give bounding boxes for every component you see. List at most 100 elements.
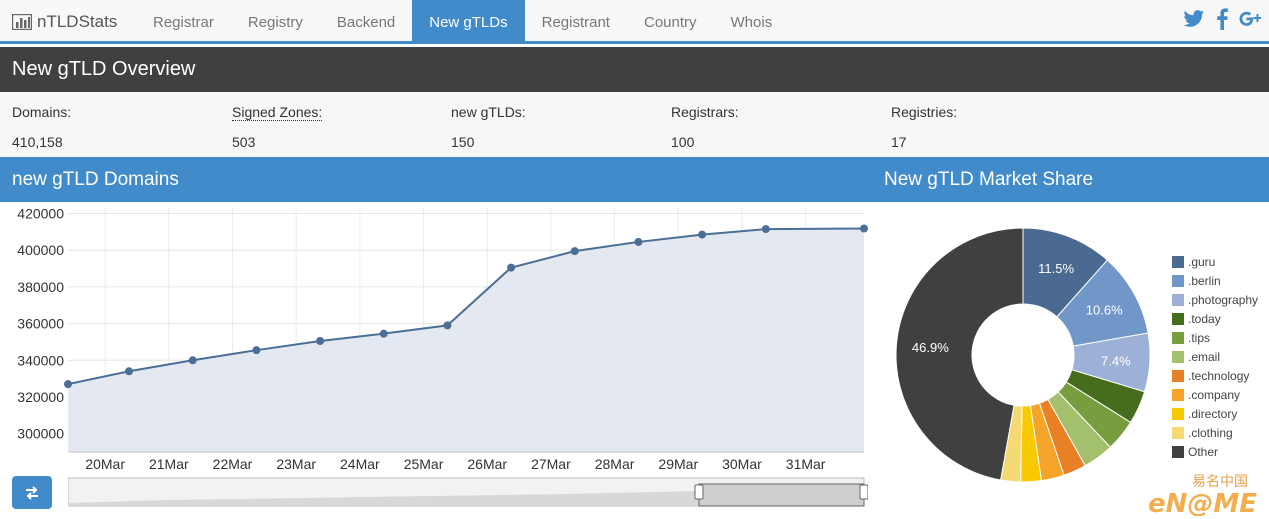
stats-row: Domains: 410,158 Signed Zones: 503 new g… xyxy=(0,92,1269,157)
svg-text:eN@ME: eN@ME xyxy=(1148,489,1257,516)
svg-text:易名中国: 易名中国 xyxy=(1192,474,1248,490)
domains-area-chart[interactable]: 300000 320000 340000 360000 380000 400000 4200… xyxy=(0,202,870,477)
pie-data-label: 7.4% xyxy=(1101,354,1131,369)
legend-swatch xyxy=(1172,312,1184,325)
x-tick-label: 29Mar xyxy=(658,456,698,472)
nav-item-registrant[interactable]: Registrant xyxy=(541,13,610,31)
stat-label: new gTLDs: xyxy=(451,104,526,120)
swap-arrows-icon xyxy=(26,485,38,500)
nav-item-registrar[interactable]: Registrar xyxy=(153,13,214,31)
data-point[interactable] xyxy=(698,230,707,239)
range-navigator[interactable] xyxy=(68,477,868,509)
legend-swatch xyxy=(1172,388,1184,401)
legend-label: .clothing xyxy=(1188,425,1233,440)
legend-swatch xyxy=(1172,274,1184,287)
pie-data-label: 10.6% xyxy=(1086,303,1123,318)
y-tick-label: 300000 xyxy=(17,426,64,442)
legend-item[interactable]: Other xyxy=(1172,442,1258,461)
main-nav: Registrar Registry Backend New gTLDs Reg… xyxy=(136,0,789,44)
y-tick-label: 320000 xyxy=(17,389,64,405)
legend-item[interactable]: .directory xyxy=(1172,404,1258,423)
domains-section-title: new gTLD Domains xyxy=(12,169,179,190)
swap-chart-button[interactable] xyxy=(12,476,52,509)
twitter-icon[interactable] xyxy=(1183,9,1205,29)
data-point[interactable] xyxy=(64,380,72,389)
overview-header: New gTLD Overview xyxy=(0,47,1269,92)
google-plus-icon[interactable] xyxy=(1239,8,1261,30)
legend-swatch xyxy=(1172,369,1184,382)
data-point[interactable] xyxy=(634,237,643,246)
data-point[interactable] xyxy=(507,263,516,272)
y-tick-label: 420000 xyxy=(17,206,64,222)
x-tick-label: 24Mar xyxy=(340,456,380,472)
nav-item-registry[interactable]: Registry xyxy=(247,13,303,31)
nav-item-country[interactable]: Country xyxy=(643,13,697,31)
navigator-right-handle[interactable] xyxy=(859,484,868,500)
top-navbar: nTLDStats Registrar Registry Backend New… xyxy=(0,0,1269,44)
legend-label: .email xyxy=(1188,349,1221,364)
stat-label: Domains: xyxy=(12,104,72,120)
legend-swatch xyxy=(1172,293,1184,306)
data-point[interactable] xyxy=(125,367,134,376)
stat-value: 410,158 xyxy=(12,134,63,150)
market-share-donut-chart[interactable]: 11.5% 10.6% 7.4% 46.9% xyxy=(880,210,1160,490)
data-point[interactable] xyxy=(860,224,868,233)
legend-swatch xyxy=(1172,331,1184,344)
legend-item[interactable]: .company xyxy=(1172,385,1258,404)
legend-swatch xyxy=(1172,426,1184,439)
legend-label: .directory xyxy=(1188,406,1238,421)
brand-logo[interactable]: nTLDStats xyxy=(12,0,117,44)
legend-label: .today xyxy=(1188,311,1221,326)
nav-item-new-gtlds[interactable]: New gTLDs xyxy=(412,0,525,44)
legend-item[interactable]: .berlin xyxy=(1172,271,1258,290)
legend-label: .company xyxy=(1188,387,1241,402)
stat-label: Registries: xyxy=(891,104,958,120)
stat-label: Registrars: xyxy=(671,104,739,120)
overview-title: New gTLD Overview xyxy=(12,58,196,80)
data-point[interactable] xyxy=(252,346,261,355)
brand-name: nTLDStats xyxy=(37,12,118,31)
x-tick-label: 25Mar xyxy=(404,456,444,472)
legend-swatch xyxy=(1172,445,1184,458)
nav-item-backend[interactable]: Backend xyxy=(336,13,396,31)
pie-slice[interactable] xyxy=(895,227,1024,481)
data-point[interactable] xyxy=(570,247,579,256)
x-tick-label: 26Mar xyxy=(467,456,507,472)
legend-label: .photography xyxy=(1188,292,1259,307)
navigator-selection[interactable] xyxy=(698,483,865,507)
section-header: new gTLD Domains New gTLD Market Share xyxy=(0,157,1269,202)
data-point[interactable] xyxy=(379,329,388,338)
y-tick-label: 340000 xyxy=(17,352,64,368)
y-tick-label: 380000 xyxy=(17,279,64,295)
y-tick-label: 400000 xyxy=(17,242,64,258)
series-area xyxy=(68,228,864,452)
legend-swatch xyxy=(1172,350,1184,363)
market-share-legend: .guru .berlin .photography .today .tips .emai… xyxy=(1172,252,1258,461)
legend-label: .guru xyxy=(1188,254,1216,269)
y-tick-label: 360000 xyxy=(17,316,64,332)
stat-label[interactable]: Signed Zones: xyxy=(232,104,323,121)
legend-item[interactable]: .today xyxy=(1172,309,1258,328)
legend-item[interactable]: .technology xyxy=(1172,366,1258,385)
market-share-section-title: New gTLD Market Share xyxy=(884,169,1094,190)
nav-item-whois[interactable]: Whois xyxy=(730,13,773,31)
legend-item[interactable]: .clothing xyxy=(1172,423,1258,442)
ename-watermark-logo: 易名中国 eN@ME xyxy=(1148,474,1257,516)
legend-item[interactable]: .guru xyxy=(1172,252,1258,271)
x-tick-label: 31Mar xyxy=(786,456,826,472)
data-point[interactable] xyxy=(316,337,325,346)
x-tick-label: 22Mar xyxy=(213,456,253,472)
data-point[interactable] xyxy=(761,225,770,234)
legend-item[interactable]: .photography xyxy=(1172,290,1258,309)
legend-item[interactable]: .email xyxy=(1172,347,1258,366)
navigator-left-handle[interactable] xyxy=(694,484,704,500)
pie-data-label: 11.5% xyxy=(1038,261,1074,276)
data-point[interactable] xyxy=(443,321,452,330)
social-links xyxy=(1183,8,1261,30)
facebook-icon[interactable] xyxy=(1215,8,1229,30)
bar-chart-icon xyxy=(12,14,32,30)
stat-value: 17 xyxy=(891,134,907,150)
data-point[interactable] xyxy=(188,356,197,365)
navigator-series xyxy=(68,489,864,506)
legend-item[interactable]: .tips xyxy=(1172,328,1258,347)
